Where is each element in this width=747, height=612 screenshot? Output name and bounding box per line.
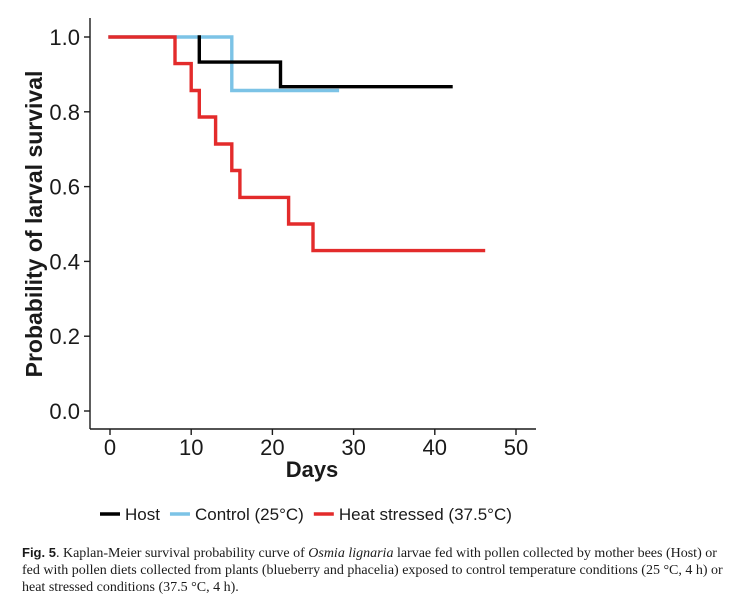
y-tick-label: 0.8: [49, 100, 80, 125]
y-tick-label: 1.0: [49, 25, 80, 50]
y-tick-label: 0.2: [49, 324, 80, 349]
figure-label: Fig. 5: [22, 545, 56, 560]
caption-species: Osmia lignaria: [308, 546, 394, 561]
legend-label-control-25-c: Control (25°C): [195, 505, 304, 524]
x-tick-label: 40: [423, 435, 447, 460]
axes: [89, 18, 536, 430]
series-lines: [108, 35, 486, 253]
survival-chart: 0.0 0.2 0.4 0.6 0.8 1.0 0 10 20 30 40 50 Probabili…: [21, 18, 536, 524]
x-axis-label: Days: [286, 457, 339, 482]
legend: Host Control (25°C) Heat stressed (37.5°C): [100, 505, 512, 524]
x-tick-label: 30: [341, 435, 365, 460]
x-tick-label: 10: [179, 435, 203, 460]
caption-text-1: . Kaplan-Meier survival probability curv…: [55, 546, 309, 561]
y-tick-label: 0.4: [49, 249, 80, 274]
x-tick-label: 50: [504, 435, 528, 460]
x-ticks: 0 10 20 30 40 50: [104, 429, 528, 460]
figure-caption: Fig. 5. Kaplan-Meier survival probabilit…: [22, 544, 734, 596]
x-tick-label: 0: [104, 435, 116, 460]
x-tick-label: 20: [260, 435, 284, 460]
y-axis-label: Probability of larval survival: [21, 71, 47, 378]
series-line-heat-stressed-37-5-c: [108, 35, 486, 253]
y-tick-label: 0.0: [49, 399, 80, 424]
legend-label-heat-stressed-37-5-c: Heat stressed (37.5°C): [339, 505, 512, 524]
y-ticks: 0.0 0.2 0.4 0.6 0.8 1.0: [49, 25, 90, 424]
series-line-host: [197, 35, 453, 89]
legend-label-host: Host: [125, 505, 160, 524]
y-tick-label: 0.6: [49, 175, 80, 200]
caption-text-2: larvae fed with pollen collected by moth…: [22, 546, 723, 595]
